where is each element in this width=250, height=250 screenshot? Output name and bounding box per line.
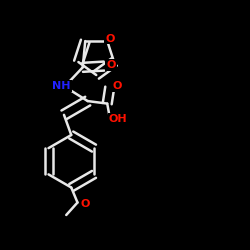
- Text: O: O: [81, 199, 90, 209]
- Text: OH: OH: [108, 114, 127, 124]
- Text: O: O: [112, 81, 122, 91]
- Text: O: O: [106, 60, 116, 70]
- Text: NH: NH: [52, 81, 71, 91]
- Text: O: O: [105, 34, 115, 43]
